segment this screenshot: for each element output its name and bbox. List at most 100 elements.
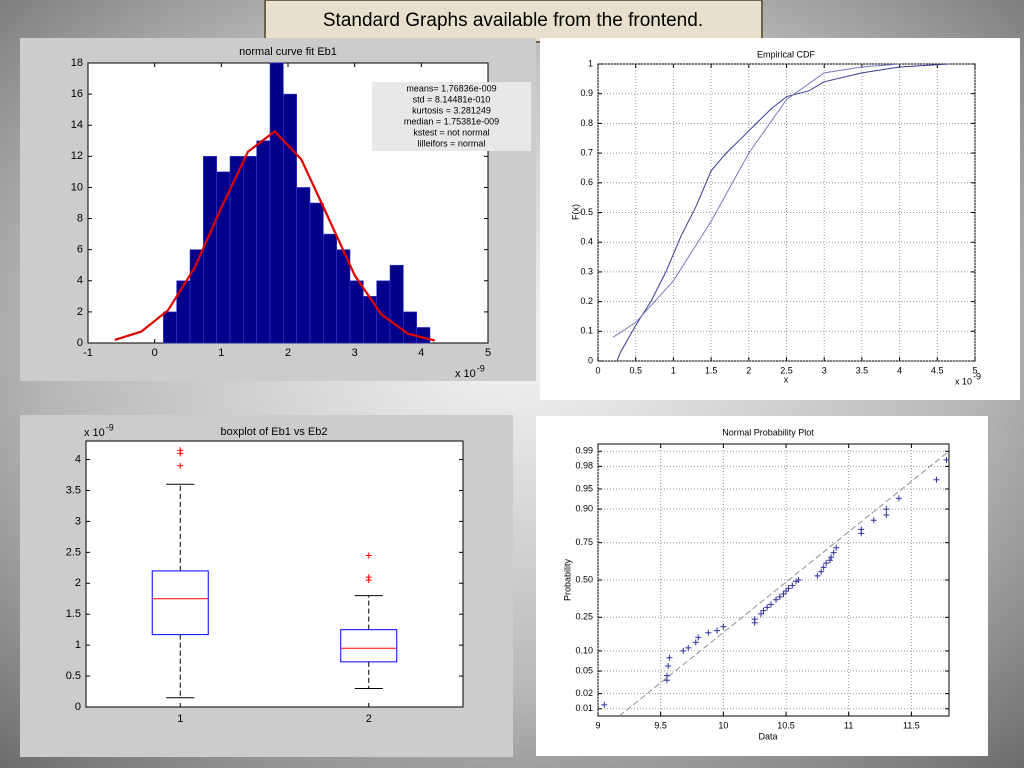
point	[776, 593, 783, 600]
y-tick-label: 0.3	[580, 266, 593, 276]
point	[692, 639, 699, 646]
point	[760, 607, 767, 614]
y-tick-label: 1	[75, 639, 81, 651]
x-tick-label: 3	[352, 347, 358, 359]
bar	[163, 311, 177, 344]
axis-scale-exponent: -9	[477, 363, 485, 373]
bar	[243, 156, 257, 344]
y-tick-label: 0.7	[580, 147, 593, 157]
y-axis-label: F(x)	[570, 204, 580, 220]
y-tick-label: 3.5	[66, 484, 81, 496]
point	[720, 623, 727, 630]
point	[883, 511, 890, 518]
outlier	[177, 447, 184, 454]
point	[764, 604, 771, 611]
point	[705, 629, 712, 636]
bar	[389, 264, 404, 344]
point	[883, 506, 890, 513]
box	[340, 629, 398, 663]
bar	[216, 171, 231, 344]
stats-line: means= 1.76836e-009	[406, 83, 496, 93]
x-tick-label: 1	[218, 347, 224, 359]
y-tick-label: 10	[71, 181, 83, 193]
bar	[309, 202, 324, 344]
point	[767, 601, 774, 608]
slide-title-box	[264, 0, 763, 43]
point	[828, 554, 835, 561]
point	[757, 610, 764, 617]
x-tick-label: 2	[366, 713, 372, 725]
stats-line: median = 1.75381e-009	[404, 116, 499, 126]
y-tick-label: 3	[75, 515, 81, 527]
plot-area	[597, 443, 950, 717]
x-tick-label: 9	[595, 720, 600, 730]
point	[783, 588, 790, 595]
y-tick-label: 0.50	[575, 574, 593, 584]
point	[895, 495, 902, 502]
x-tick-label: 2	[285, 347, 291, 359]
bar	[203, 156, 217, 344]
axis-scale-exponent: -9	[973, 371, 981, 381]
bar	[296, 187, 311, 344]
x-tick-label: 1.5	[705, 365, 718, 375]
point	[665, 663, 672, 670]
y-tick-label: 6	[77, 244, 83, 256]
y-tick-label: 0.6	[580, 177, 593, 187]
y-tick-label: 0.1	[580, 326, 593, 336]
y-tick-label: 0.95	[575, 483, 593, 493]
y-tick-label: 1.5	[66, 608, 81, 620]
y-tick-label: 4	[77, 275, 83, 287]
point	[773, 596, 780, 603]
point	[785, 585, 792, 592]
bar	[269, 62, 284, 344]
point	[789, 582, 796, 589]
y-tick-label: 0.5	[580, 207, 593, 217]
axis-scale-exponent: -9	[106, 422, 114, 432]
stats-line: kurtosis = 3.281249	[412, 105, 491, 115]
y-tick-label: 0.98	[575, 461, 593, 471]
y-tick-label: 0.02	[575, 688, 593, 698]
plot-area	[85, 440, 464, 708]
point	[780, 590, 787, 597]
y-tick-label: 12	[71, 150, 83, 162]
x-tick-label: 0	[152, 347, 158, 359]
x-tick-label: 10	[718, 720, 728, 730]
x-tick-label: 4.5	[931, 365, 944, 375]
axis-scale-label: x 10	[955, 376, 972, 386]
x-axis-label: Data	[758, 731, 777, 741]
y-tick-label: 0.75	[575, 537, 593, 547]
x-tick-label: 1	[177, 713, 183, 725]
stats-line: lilleifors = normal	[418, 138, 486, 148]
outlier	[365, 574, 372, 581]
y-tick-label: 0.99	[575, 446, 593, 456]
y-axis-label: Probability	[562, 558, 572, 601]
x-tick-label: 2.5	[780, 365, 793, 375]
x-tick-label: 4	[418, 347, 424, 359]
stats-line: std = 8.14481e-010	[413, 94, 491, 104]
x-tick-label: 4	[897, 365, 902, 375]
chart-title: boxplot of Eb1 vs Eb2	[220, 426, 327, 438]
series-line	[612, 63, 900, 338]
point	[666, 654, 673, 661]
y-tick-label: 2	[75, 577, 81, 589]
y-tick-label: 18	[71, 57, 83, 69]
series-line	[616, 63, 949, 362]
outlier	[365, 552, 372, 559]
bar	[176, 280, 191, 344]
bar	[256, 140, 271, 344]
x-tick-label: 5	[972, 365, 977, 375]
point	[858, 526, 865, 533]
y-tick-label: 0.01	[575, 703, 593, 713]
y-tick-label: 0.90	[575, 503, 593, 513]
point	[833, 544, 840, 551]
y-tick-label: 0.2	[580, 296, 593, 306]
point	[818, 568, 825, 575]
x-tick-label: 10.5	[777, 720, 795, 730]
point	[795, 577, 802, 583]
outlier	[177, 462, 184, 469]
x-tick-label: 9.5	[654, 720, 667, 730]
bar	[283, 93, 297, 344]
x-tick-label: 5	[485, 347, 491, 359]
x-tick-label: 0.5	[629, 365, 642, 375]
